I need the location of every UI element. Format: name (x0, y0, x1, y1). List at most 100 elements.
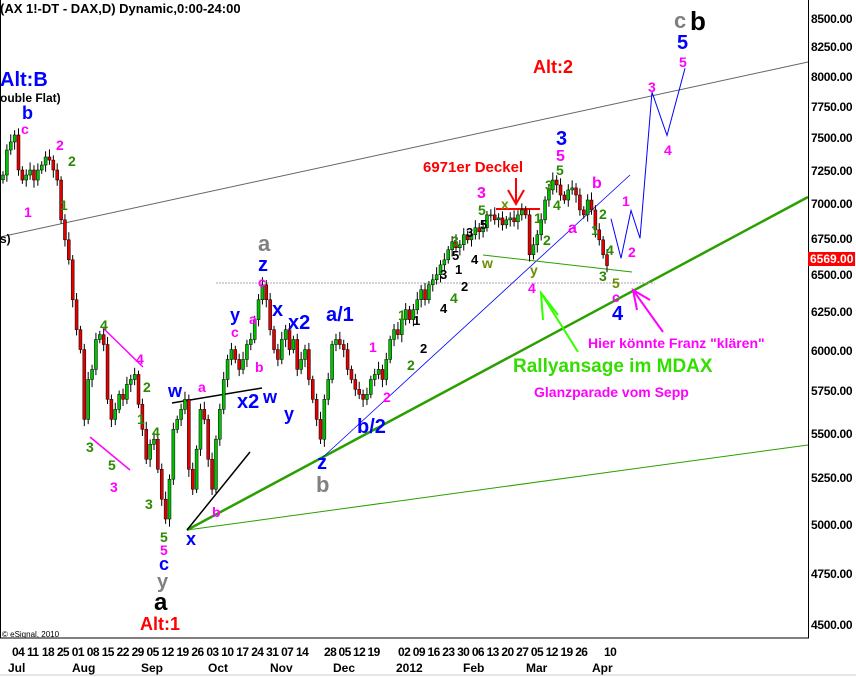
candle-body (442, 259, 447, 266)
candle-body (187, 399, 191, 470)
candle-body (206, 419, 210, 460)
y-tick-label: 7500.00 (811, 131, 853, 146)
candle-body (318, 419, 323, 440)
wave-label: b/2 (357, 416, 386, 438)
x-day-label: 05 (530, 645, 544, 659)
x-day-label: 12 (161, 645, 175, 659)
x-day-label: 23 (442, 645, 455, 659)
candle-body (210, 459, 214, 490)
wave-label: 5 (478, 202, 486, 218)
candle-body (252, 319, 257, 340)
wave-label: 4 (152, 424, 160, 440)
wave-label: 2 (56, 137, 64, 153)
candle-body (117, 394, 121, 410)
candle-body (74, 299, 79, 330)
wave-label: 1 (60, 197, 68, 213)
wave-label: x2 (288, 312, 311, 334)
x-month-label: Apr (592, 661, 613, 675)
candle-body (94, 339, 98, 370)
candle-body (198, 409, 203, 450)
wave-label: x2 (237, 391, 260, 413)
candle-body (303, 349, 307, 360)
candle-body (469, 234, 474, 241)
blue-trend-line (321, 174, 631, 459)
magenta-wedge-upper (102, 327, 144, 368)
wave-label: 3 (477, 185, 486, 202)
wave-label: 3 (466, 225, 474, 240)
candle-body (67, 239, 71, 261)
candle-body (458, 244, 462, 249)
wave-label: b (316, 472, 330, 497)
candle-body (558, 184, 563, 196)
candle-body (605, 254, 609, 266)
candle-body (431, 279, 435, 286)
x-day-label: 09 (412, 645, 426, 659)
x-day-label: 17 (236, 645, 249, 659)
wave-label: 2 (543, 232, 551, 248)
wave-label: 4 (100, 317, 108, 333)
candle-body (496, 217, 501, 221)
candle-body (485, 214, 489, 229)
candle-body (249, 339, 253, 345)
wave-label: 4 (612, 303, 624, 325)
candle-body (384, 359, 389, 380)
candle-body (372, 374, 377, 380)
candle-body (427, 284, 431, 300)
candle-body (535, 234, 540, 246)
candle-body (562, 194, 567, 201)
candle-body (361, 394, 365, 400)
wave-label: 4 (553, 197, 561, 213)
candle-body (264, 284, 269, 300)
wave-label: 3 (86, 439, 94, 455)
candle-body (55, 169, 59, 181)
x-month-label: Aug (72, 661, 96, 675)
candle-body (179, 409, 183, 420)
y-tick-label: 4750.00 (811, 566, 853, 581)
candle-body (237, 359, 241, 370)
wave-label: 1 (413, 313, 421, 328)
candle-body (461, 234, 466, 246)
wave-label: y (530, 262, 538, 278)
wave-label: Alt:2 (533, 57, 573, 77)
candle-body (504, 219, 509, 226)
candle-body (280, 339, 284, 360)
y-tick-label: 5750.00 (811, 384, 853, 399)
candle-body (39, 164, 44, 171)
candle-body (597, 229, 602, 241)
candle-body (574, 187, 578, 196)
x-day-label: 18 (41, 645, 55, 659)
x-month-label: Nov (270, 661, 293, 675)
chart-title: (AX 1!-DT - DAX,D) Dynamic,0:00-24:00 (0, 1, 241, 16)
candle-body (295, 339, 300, 370)
candle-body (214, 438, 218, 490)
candle-body (434, 274, 439, 281)
candle-body (531, 244, 536, 256)
x-day-label: 06 (471, 645, 485, 659)
wave-label: 3 (556, 128, 568, 150)
black-w-line (171, 387, 263, 404)
candle-body (551, 179, 555, 191)
candle-body (47, 156, 52, 161)
wave-label: x (186, 529, 197, 549)
candle-body (202, 409, 207, 420)
candle-body (121, 394, 125, 400)
wave-label: 4 (450, 290, 458, 306)
wave-label: a (154, 589, 168, 616)
x-day-label: 25 (56, 645, 70, 659)
candle-body (16, 134, 21, 171)
x-month-label: Oct (208, 661, 229, 675)
wave-label: s) (0, 232, 11, 246)
candle-body (225, 359, 230, 380)
candle-body (516, 214, 520, 223)
wave-label: c (21, 121, 29, 137)
x-day-label: 07 (281, 645, 294, 659)
candle-body (245, 344, 249, 360)
candle-body (446, 249, 451, 261)
wave-label: Alt:B (0, 69, 48, 91)
y-tick-label: 7250.00 (811, 163, 853, 178)
wave-label: b (690, 6, 706, 36)
wave-label: y (230, 305, 241, 325)
x-day-label: 05 (146, 645, 160, 659)
x-day-label: 10 (604, 645, 617, 659)
candle-body (473, 227, 478, 236)
